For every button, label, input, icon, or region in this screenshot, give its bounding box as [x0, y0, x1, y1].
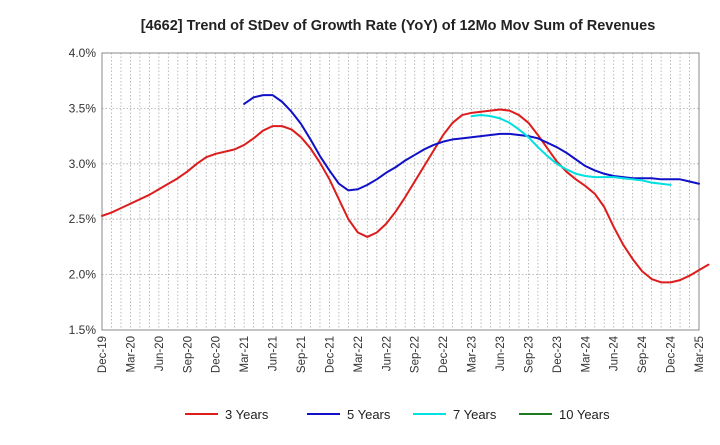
y-tick-label: 2.5% [69, 212, 97, 226]
x-tick-label: Jun-24 [609, 335, 621, 371]
series-line-5-years [243, 94, 700, 192]
y-tick-label: 1.5% [69, 323, 97, 337]
x-tick-label: Jun-23 [495, 336, 507, 371]
legend-label: 10 Years [559, 407, 610, 422]
x-tick-label: Jun-21 [268, 336, 280, 371]
x-tick-label: Mar-25 [694, 336, 706, 372]
y-axis: 1.5% 2.0% 2.5% 3.0% 3.5% 4.0% [69, 46, 97, 337]
y-tick-label: 3.5% [69, 101, 97, 115]
x-tick-label: Sep-21 [296, 336, 308, 373]
series-line-7-years [470, 114, 672, 186]
x-tick-label: Sep-20 [182, 336, 194, 373]
x-tick-label: Dec-24 [666, 335, 678, 373]
x-axis: Dec-19 Mar-20 Jun-20 Sep-20 Dec-20 Mar-21 Jun-… [97, 335, 706, 373]
legend-label: 5 Years [347, 407, 391, 422]
series-line-3-years [101, 108, 710, 284]
y-tick-label: 2.0% [69, 268, 97, 282]
x-tick-label: Dec-23 [552, 336, 564, 373]
x-tick-label: Mar-24 [580, 335, 592, 372]
x-tick-label: Sep-22 [410, 336, 422, 373]
x-tick-label: Mar-22 [353, 336, 365, 372]
legend-label: 7 Years [453, 407, 497, 422]
x-tick-label: Jun-22 [381, 336, 393, 371]
x-tick-label: Dec-22 [438, 336, 450, 373]
chart-title: [4662] Trend of StDev of Growth Rate (Yo… [141, 18, 656, 34]
x-tick-label: Mar-20 [125, 336, 137, 372]
series-group [101, 94, 710, 284]
x-tick-label: Jun-20 [154, 336, 166, 371]
grid [102, 53, 699, 330]
x-tick-label: Mar-21 [239, 336, 251, 372]
x-tick-label: Dec-21 [324, 336, 336, 373]
y-tick-label: 4.0% [69, 46, 97, 60]
legend-label: 3 Years [225, 407, 269, 422]
x-tick-label: Dec-20 [211, 336, 223, 373]
x-tick-label: Sep-24 [637, 335, 649, 373]
plot-frame [101, 52, 700, 331]
x-tick-label: Dec-19 [97, 336, 109, 373]
y-tick-label: 3.0% [69, 157, 97, 171]
x-tick-label: Sep-23 [523, 336, 535, 373]
legend: 3 Years 5 Years 7 Years 10 Years [185, 407, 610, 422]
x-tick-label: Mar-23 [467, 336, 479, 372]
